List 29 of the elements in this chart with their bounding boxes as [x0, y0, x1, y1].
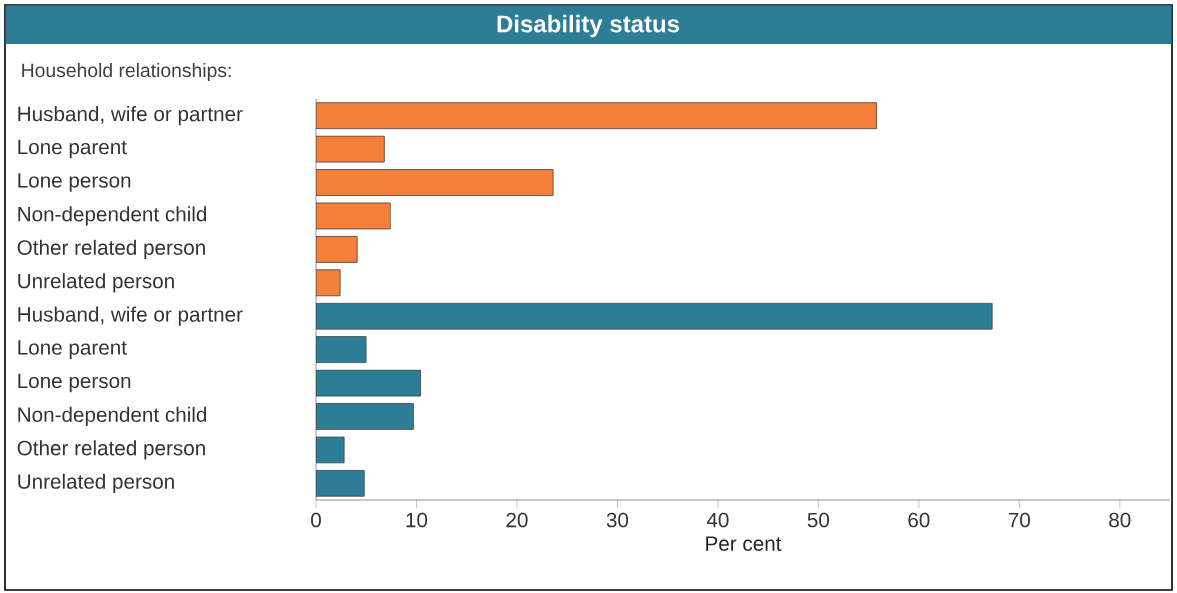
bar: [316, 202, 391, 230]
x-tick-label: 60: [908, 512, 930, 528]
x-tick-label: 70: [1008, 512, 1030, 528]
bar: [316, 169, 554, 196]
y-tick-label: Unrelated person: [18, 473, 174, 493]
x-tick-label: 80: [1109, 512, 1131, 528]
x-tick-label: 40: [706, 512, 729, 528]
x-axis-title: Per cent: [706, 536, 782, 551]
y-tick-label: Unrelated person: [18, 273, 174, 293]
bar: [316, 135, 385, 163]
x-tick-label: 0: [311, 512, 321, 528]
y-tick-label: Non-dependent child: [18, 206, 207, 226]
y-tick-label: Other related person: [17, 440, 205, 460]
y-tick-label: Lone person: [18, 173, 131, 192]
y-tick-label: Non-dependent child: [18, 406, 207, 427]
text: Household relationships:: [22, 62, 231, 82]
x-tick-label: 50: [807, 512, 830, 528]
y-tick-label: Husband, wife or partner: [18, 306, 243, 326]
y-tick-label: Lone parent: [18, 340, 127, 359]
chart-title: Disability status: [497, 14, 680, 38]
x-tick-label: 20: [506, 512, 528, 528]
x-tick-label: 30: [606, 512, 629, 528]
bar: [316, 102, 878, 130]
y-tick-label: Husband, wife or partner: [18, 106, 243, 126]
y-tick-label: Lone person: [18, 373, 131, 393]
y-tick-label: Other related person: [17, 239, 205, 259]
y-tick-label: Lone parent: [18, 139, 127, 159]
x-tick-label: 10: [406, 512, 428, 528]
bar: [316, 269, 341, 297]
